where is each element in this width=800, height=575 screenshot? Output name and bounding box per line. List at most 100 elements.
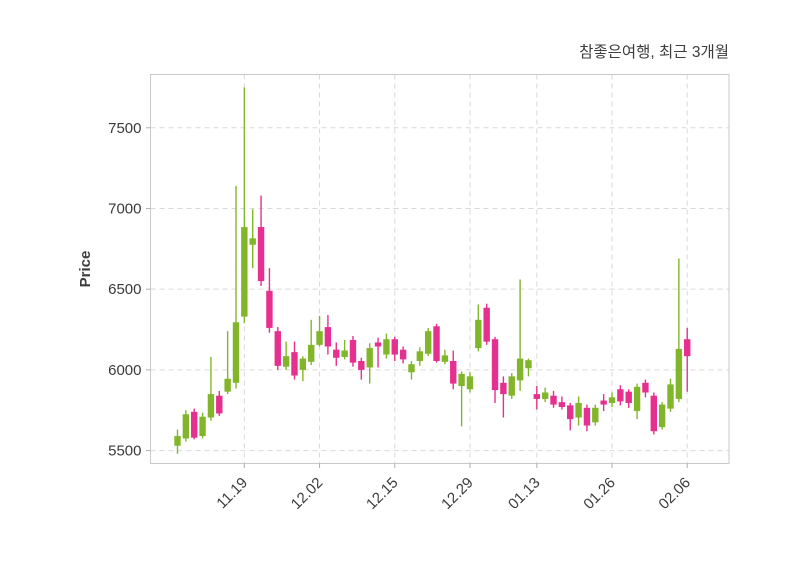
candle-body xyxy=(675,348,683,399)
candle-body xyxy=(408,364,415,373)
chart-title: 참좋은여행, 최근 3개월 xyxy=(579,43,729,61)
candle-body xyxy=(658,404,666,428)
candle-body xyxy=(466,376,474,390)
candle-up xyxy=(316,315,323,347)
y-tick-label: 6000 xyxy=(108,362,141,379)
candle-up xyxy=(282,341,290,370)
candle-body xyxy=(441,355,449,362)
candle-body xyxy=(558,402,566,408)
candle-body xyxy=(525,360,532,369)
axis-ticks xyxy=(146,127,688,468)
candle-body xyxy=(199,416,206,437)
candle-up xyxy=(366,343,373,384)
candle-body xyxy=(424,331,432,354)
candle-body xyxy=(667,384,674,409)
y-tick-label: 7000 xyxy=(108,200,141,217)
candle-body xyxy=(475,319,482,349)
candle-up xyxy=(658,402,666,430)
candle-body xyxy=(232,322,240,383)
candle-up xyxy=(299,356,307,382)
candle-body xyxy=(500,382,507,395)
candle-body xyxy=(257,227,265,282)
candle-up xyxy=(224,331,231,395)
candle-body xyxy=(191,411,198,438)
candle-down xyxy=(191,408,198,440)
candle-down xyxy=(324,315,332,355)
candle-down xyxy=(450,350,457,390)
plot-panel-border xyxy=(150,74,730,464)
candle-up xyxy=(341,340,348,360)
candle-body xyxy=(516,358,524,381)
candle-up xyxy=(232,185,240,389)
candle-down xyxy=(684,327,691,392)
candle-up xyxy=(508,373,515,399)
candle-down xyxy=(374,337,382,368)
candle-up xyxy=(516,279,524,391)
candle-up xyxy=(416,347,424,366)
candle-body xyxy=(341,350,348,357)
candle-up xyxy=(575,396,582,426)
candle-up xyxy=(466,372,474,393)
candle-down xyxy=(491,336,499,403)
candle-down xyxy=(358,357,365,380)
candle-body xyxy=(358,361,365,370)
candle-up xyxy=(174,429,181,454)
candle-down xyxy=(558,396,566,410)
candle-body xyxy=(299,358,307,370)
candle-body xyxy=(399,349,407,360)
candle-down xyxy=(625,389,632,408)
candle-up xyxy=(199,412,206,439)
candle-body xyxy=(366,348,373,368)
candle-body xyxy=(433,326,440,362)
candle-body xyxy=(625,391,632,403)
candle-body xyxy=(533,394,541,399)
candle-down xyxy=(391,336,398,362)
candle-body xyxy=(383,339,390,355)
y-tick-label: 5500 xyxy=(108,443,141,460)
candle-body xyxy=(684,339,691,357)
candle-up xyxy=(249,209,256,269)
candle-body xyxy=(642,382,649,393)
candle-up xyxy=(383,333,390,359)
candle-up xyxy=(592,404,599,426)
candles-layer xyxy=(174,87,691,454)
candle-body xyxy=(374,342,382,347)
candle-body xyxy=(182,414,190,439)
candle-body xyxy=(241,227,248,317)
candle-body xyxy=(617,389,624,402)
candle-up xyxy=(207,356,215,421)
candle-up xyxy=(408,361,415,380)
candle-down xyxy=(533,386,541,410)
candle-body xyxy=(575,402,582,418)
candle-down xyxy=(216,390,223,416)
candle-body xyxy=(291,352,298,376)
candle-down xyxy=(274,327,281,370)
y-tick-label: 6500 xyxy=(108,281,141,298)
candle-body xyxy=(458,373,465,387)
candle-body xyxy=(174,436,181,446)
candle-up xyxy=(307,319,315,366)
candle-up xyxy=(441,349,449,365)
candle-body xyxy=(592,407,599,423)
candle-up xyxy=(424,327,432,357)
candle-body xyxy=(567,405,574,420)
candle-down xyxy=(600,394,607,412)
candle-body xyxy=(324,327,332,347)
candle-up xyxy=(182,410,190,442)
candle-down xyxy=(291,341,298,380)
candle-body xyxy=(483,307,490,342)
candle-body xyxy=(282,356,290,367)
candle-body xyxy=(550,395,557,405)
candle-down xyxy=(567,402,574,431)
candle-body xyxy=(416,351,424,362)
candle-body xyxy=(307,344,315,362)
candle-down xyxy=(583,404,591,432)
candle-down xyxy=(349,335,357,367)
candle-up xyxy=(241,87,248,324)
candle-up xyxy=(608,392,616,408)
candle-down xyxy=(642,379,649,398)
candle-body xyxy=(333,349,340,358)
candle-body xyxy=(207,394,215,418)
